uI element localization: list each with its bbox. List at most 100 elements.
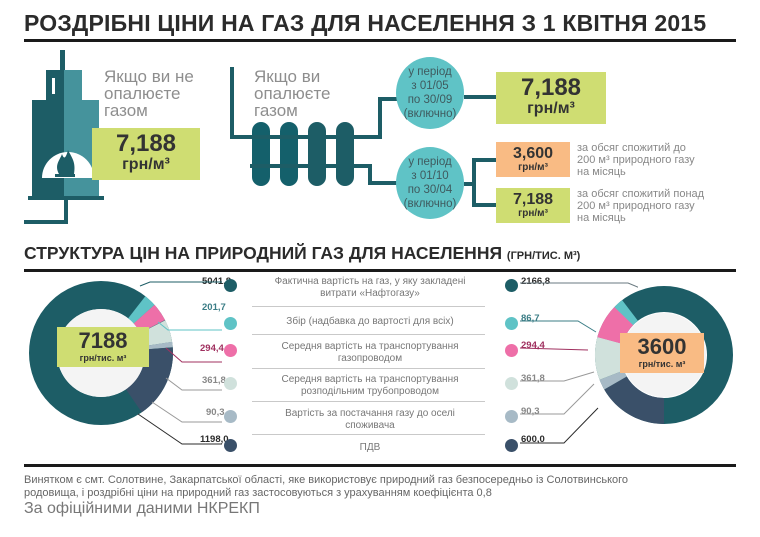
legend-item: Фактична вартість на газ, у яку закладен…: [256, 276, 484, 300]
pipe-segment: [472, 158, 476, 206]
label-line: газом: [254, 101, 298, 120]
tier2-price-badge: 7,188 грн/м³: [496, 188, 570, 223]
label-line: Якщо ви не: [104, 67, 194, 86]
pipe-segment: [378, 97, 382, 139]
legend-dot-pink: [224, 344, 237, 357]
legend-dot-pale-green: [224, 377, 237, 390]
summer-period-circle: у період з 01/05 по 30/09 (включно): [396, 57, 464, 129]
title-divider: [24, 39, 736, 42]
pipe-segment: [358, 164, 372, 168]
pipe-segment: [230, 67, 234, 139]
pipe-segment: [368, 164, 372, 184]
total-unit: грн/тис. м³: [79, 353, 127, 363]
desc-line: на місяць: [577, 212, 626, 224]
legend-dot-pink: [505, 344, 518, 357]
legend-item: Середня вартість на транспортування газо…: [256, 341, 484, 365]
period-text: з 01/05: [411, 80, 449, 92]
desc-line: 200 м³ природного газу: [577, 154, 695, 166]
period-text: (включно): [403, 108, 457, 120]
left-value-2: 294,4: [200, 343, 224, 354]
price-unit: грн/м³: [518, 208, 548, 219]
left-total-badge: 7188 грн/тис. м³: [57, 327, 149, 367]
legend-dot-navy: [505, 439, 518, 452]
note-line: Винятком є смт. Солотвине, Закарпатської…: [24, 474, 629, 486]
legend-divider: [252, 306, 485, 307]
price-value: 3,600: [512, 145, 554, 162]
legend-text: Середня вартість на транспортування: [281, 341, 459, 352]
right-value-2: 294,4: [521, 340, 545, 351]
right-leader-lines: [519, 282, 638, 444]
right-value-1: 86,7: [521, 313, 540, 324]
radiator-icon: [250, 122, 360, 186]
legend-dot-grey-blue: [505, 410, 518, 423]
footer-divider: [24, 464, 736, 467]
pipe-segment: [368, 181, 400, 185]
tier1-description: за обсяг спожитий до 200 м³ природного г…: [577, 142, 695, 178]
tier1-price-badge: 3,600 грн/м³: [496, 142, 570, 177]
legend-text: розподільним трубопроводом: [301, 386, 439, 397]
left-value-4: 90,3: [206, 407, 225, 418]
legend-item: Середня вартість на транспортування розп…: [256, 374, 484, 398]
right-value-0: 2166,8: [521, 276, 551, 287]
price-value: 7,188: [520, 74, 582, 101]
left-leader-lines: [137, 281, 222, 445]
structure-title-unit: (ГРН/ТИС. М³): [506, 250, 581, 262]
legend-text: витрати «Нафтогазу»: [320, 288, 420, 299]
left-value-1: 201,7: [202, 302, 226, 313]
right-value-4: 90,3: [521, 406, 540, 417]
legend-dot-light-teal: [505, 317, 518, 330]
legend-text: Збір (надбавка до вартості для всіх): [286, 316, 454, 327]
note-line: родовища, і роздрібні ціни на природний …: [24, 487, 492, 499]
desc-line: 200 м³ природного газу: [577, 200, 695, 212]
legend-divider: [252, 434, 485, 435]
pipe-segment: [464, 95, 496, 99]
total-unit: грн/тис. м³: [638, 359, 686, 369]
right-value-3: 361,8: [521, 373, 545, 384]
winter-period-circle: у період з 01/10 по 30/04 (включно): [396, 147, 464, 219]
period-text: по 30/09: [407, 94, 453, 106]
period-text: по 30/04: [407, 184, 453, 196]
structure-title: СТРУКТУРА ЦІН НА ПРИРОДНИЙ ГАЗ ДЛЯ НАСЕЛ…: [24, 243, 580, 264]
legend-dot-grey-blue: [224, 410, 237, 423]
desc-line: на місяць: [577, 166, 626, 178]
no-heating-label: Якщо ви не опалюєте газом: [104, 68, 194, 119]
label-line: газом: [104, 101, 148, 120]
period-text: (включно): [403, 198, 457, 210]
period-text: у період: [408, 156, 452, 168]
legend-text: Середня вартість на транспортування: [281, 374, 459, 385]
price-unit: грн/м³: [122, 156, 170, 173]
price-unit: грн/м³: [518, 162, 548, 173]
desc-line: за обсяг спожитий понад: [577, 188, 705, 200]
pipe-segment: [230, 135, 254, 139]
legend-divider: [252, 401, 485, 402]
legend-text: ПДВ: [359, 442, 381, 453]
period-text: з 01/10: [411, 170, 449, 182]
legend-text: газопроводом: [337, 353, 403, 364]
pipe-segment: [378, 97, 400, 101]
legend-dot-light-teal: [224, 317, 237, 330]
heating-label: Якщо ви опалюєте газом: [254, 68, 331, 119]
no-heating-price-badge: 7,188 грн/м³: [92, 128, 200, 180]
legend-text: Фактична вартість на газ, у яку закладен…: [274, 276, 466, 287]
legend-divider: [252, 368, 485, 369]
legend-item: ПДВ: [256, 442, 484, 454]
pipe-segment: [358, 135, 382, 139]
structure-title-text: СТРУКТУРА ЦІН НА ПРИРОДНИЙ ГАЗ ДЛЯ НАСЕЛ…: [24, 243, 503, 263]
label-line: опалюєте: [254, 84, 331, 103]
period-text: у період: [408, 66, 452, 78]
tier2-description: за обсяг спожитий понад 200 м³ природног…: [577, 188, 704, 224]
legend-dot-pale-green: [505, 377, 518, 390]
section-divider: [24, 269, 736, 272]
price-unit: грн/м³: [527, 100, 575, 117]
right-value-5: 600,0: [521, 434, 545, 445]
legend-dot-navy: [224, 439, 237, 452]
footer-note: Винятком є смт. Солотвине, Закарпатської…: [24, 474, 724, 500]
left-value-3: 361,8: [202, 375, 226, 386]
label-line: опалюєте: [104, 84, 181, 103]
pipe-segment: [472, 203, 496, 207]
legend-text: споживача: [345, 420, 395, 431]
left-value-5: 1198,0: [200, 434, 229, 445]
desc-line: за обсяг спожитий до: [577, 142, 686, 154]
price-value: 7,188: [115, 130, 177, 157]
gas-boiler-flame-icon: [14, 50, 104, 230]
